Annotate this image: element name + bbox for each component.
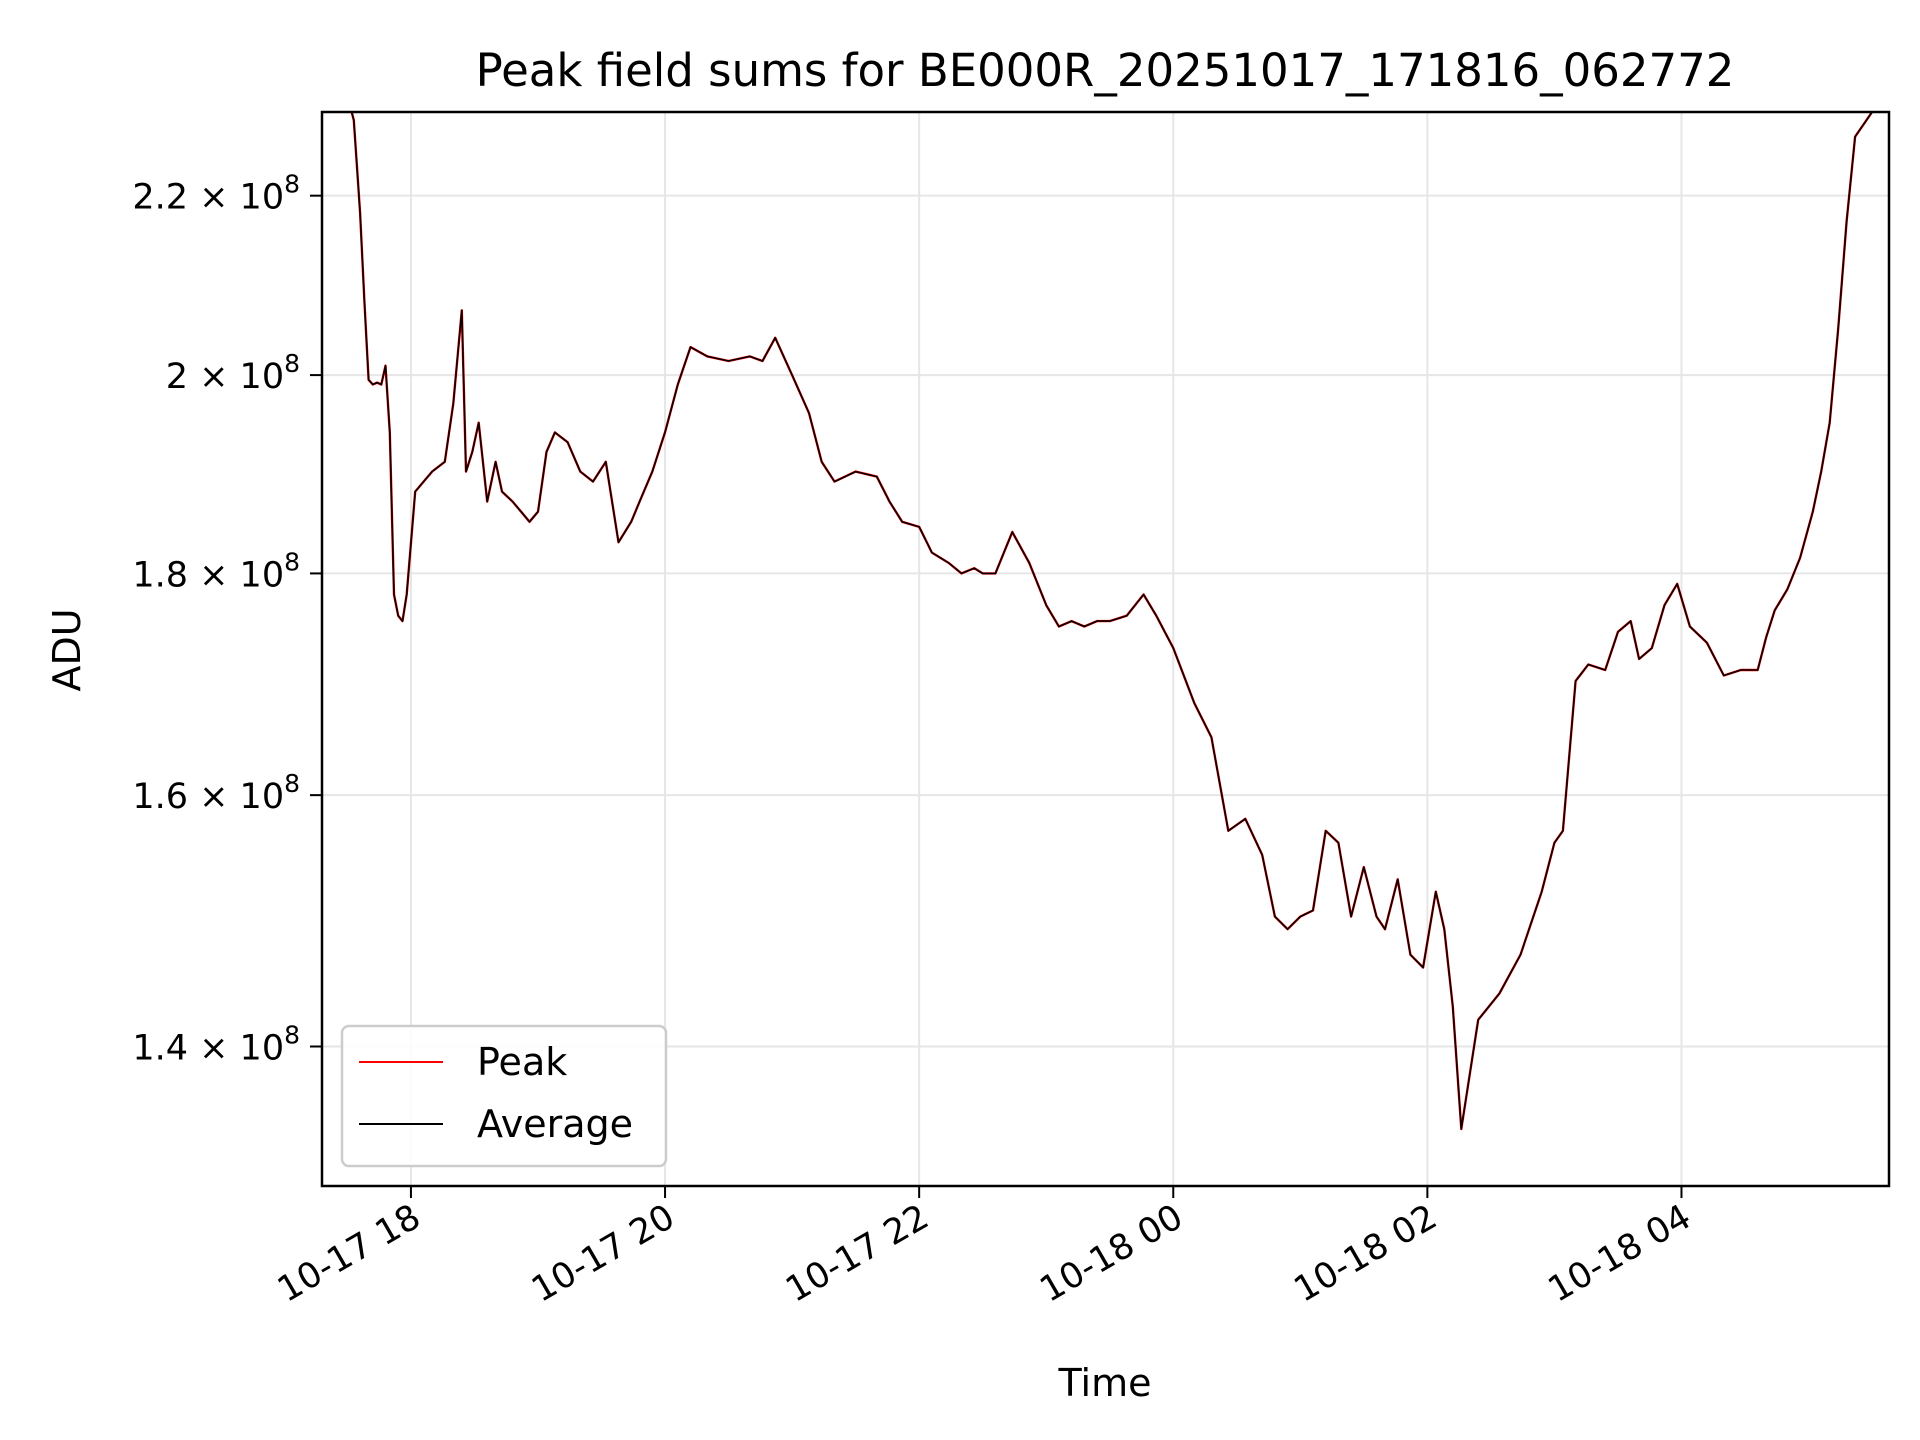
legend-label-average: Average [477,1102,633,1146]
series-lines [350,112,1875,1131]
y-tick-label: 2 × 108 [166,349,300,397]
plot-frame [320,110,1891,1188]
y-tick-label: 1.6 × 108 [132,769,300,817]
y-axis-label: ADU [45,608,89,691]
series-line-average [350,112,1874,1130]
legend-label-peak: Peak [477,1040,567,1084]
y-tick-label: 1.4 × 108 [132,1020,300,1068]
y-tick-label: 2.2 × 108 [132,170,300,218]
y-axis-ticks: 1.4 × 108 1.6 × 108 1.8 × 108 2 × 108 2.2 × … [132,170,322,1068]
legend: Peak Average [340,1024,668,1168]
chart-title: Peak field sums for BE000R_20251017_1718… [476,44,1735,97]
x-axis-label: Time [1058,1361,1152,1405]
grid [322,112,1889,1186]
y-tick-label: 1.8 × 108 [132,547,300,595]
